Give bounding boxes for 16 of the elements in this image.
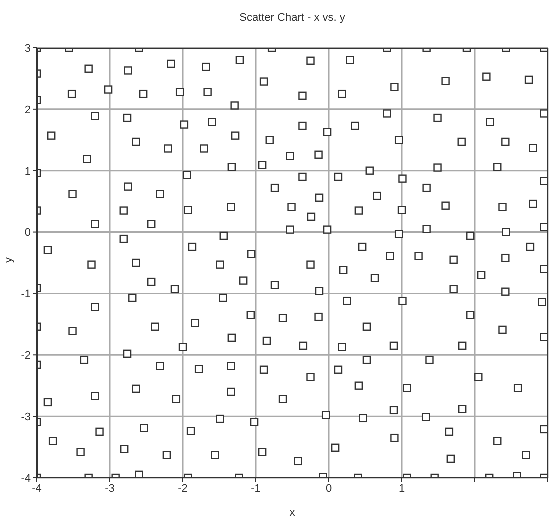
x-tick-label: 1 <box>398 482 406 495</box>
y-tick-label: 1 <box>24 166 31 178</box>
y-tick-label: -2 <box>21 350 31 362</box>
chart-title: Scatter Chart - x vs. y <box>238 12 346 24</box>
y-tick-label: 3 <box>24 42 31 55</box>
y-tick-label: -3 <box>21 411 31 424</box>
x-axis-title: x <box>290 507 296 519</box>
y-tick-label: 0 <box>24 227 31 240</box>
x-tick-label: -2 <box>178 482 188 495</box>
x-tick-label: 0 <box>326 482 332 495</box>
y-tick-label: -4 <box>21 472 31 485</box>
y-tick-label: 2 <box>24 104 31 116</box>
x-tick-label: -3 <box>105 482 115 495</box>
y-axis-title: y <box>2 257 15 263</box>
x-tick-label: -1 <box>251 482 261 495</box>
y-tick-label: -1 <box>21 288 31 301</box>
